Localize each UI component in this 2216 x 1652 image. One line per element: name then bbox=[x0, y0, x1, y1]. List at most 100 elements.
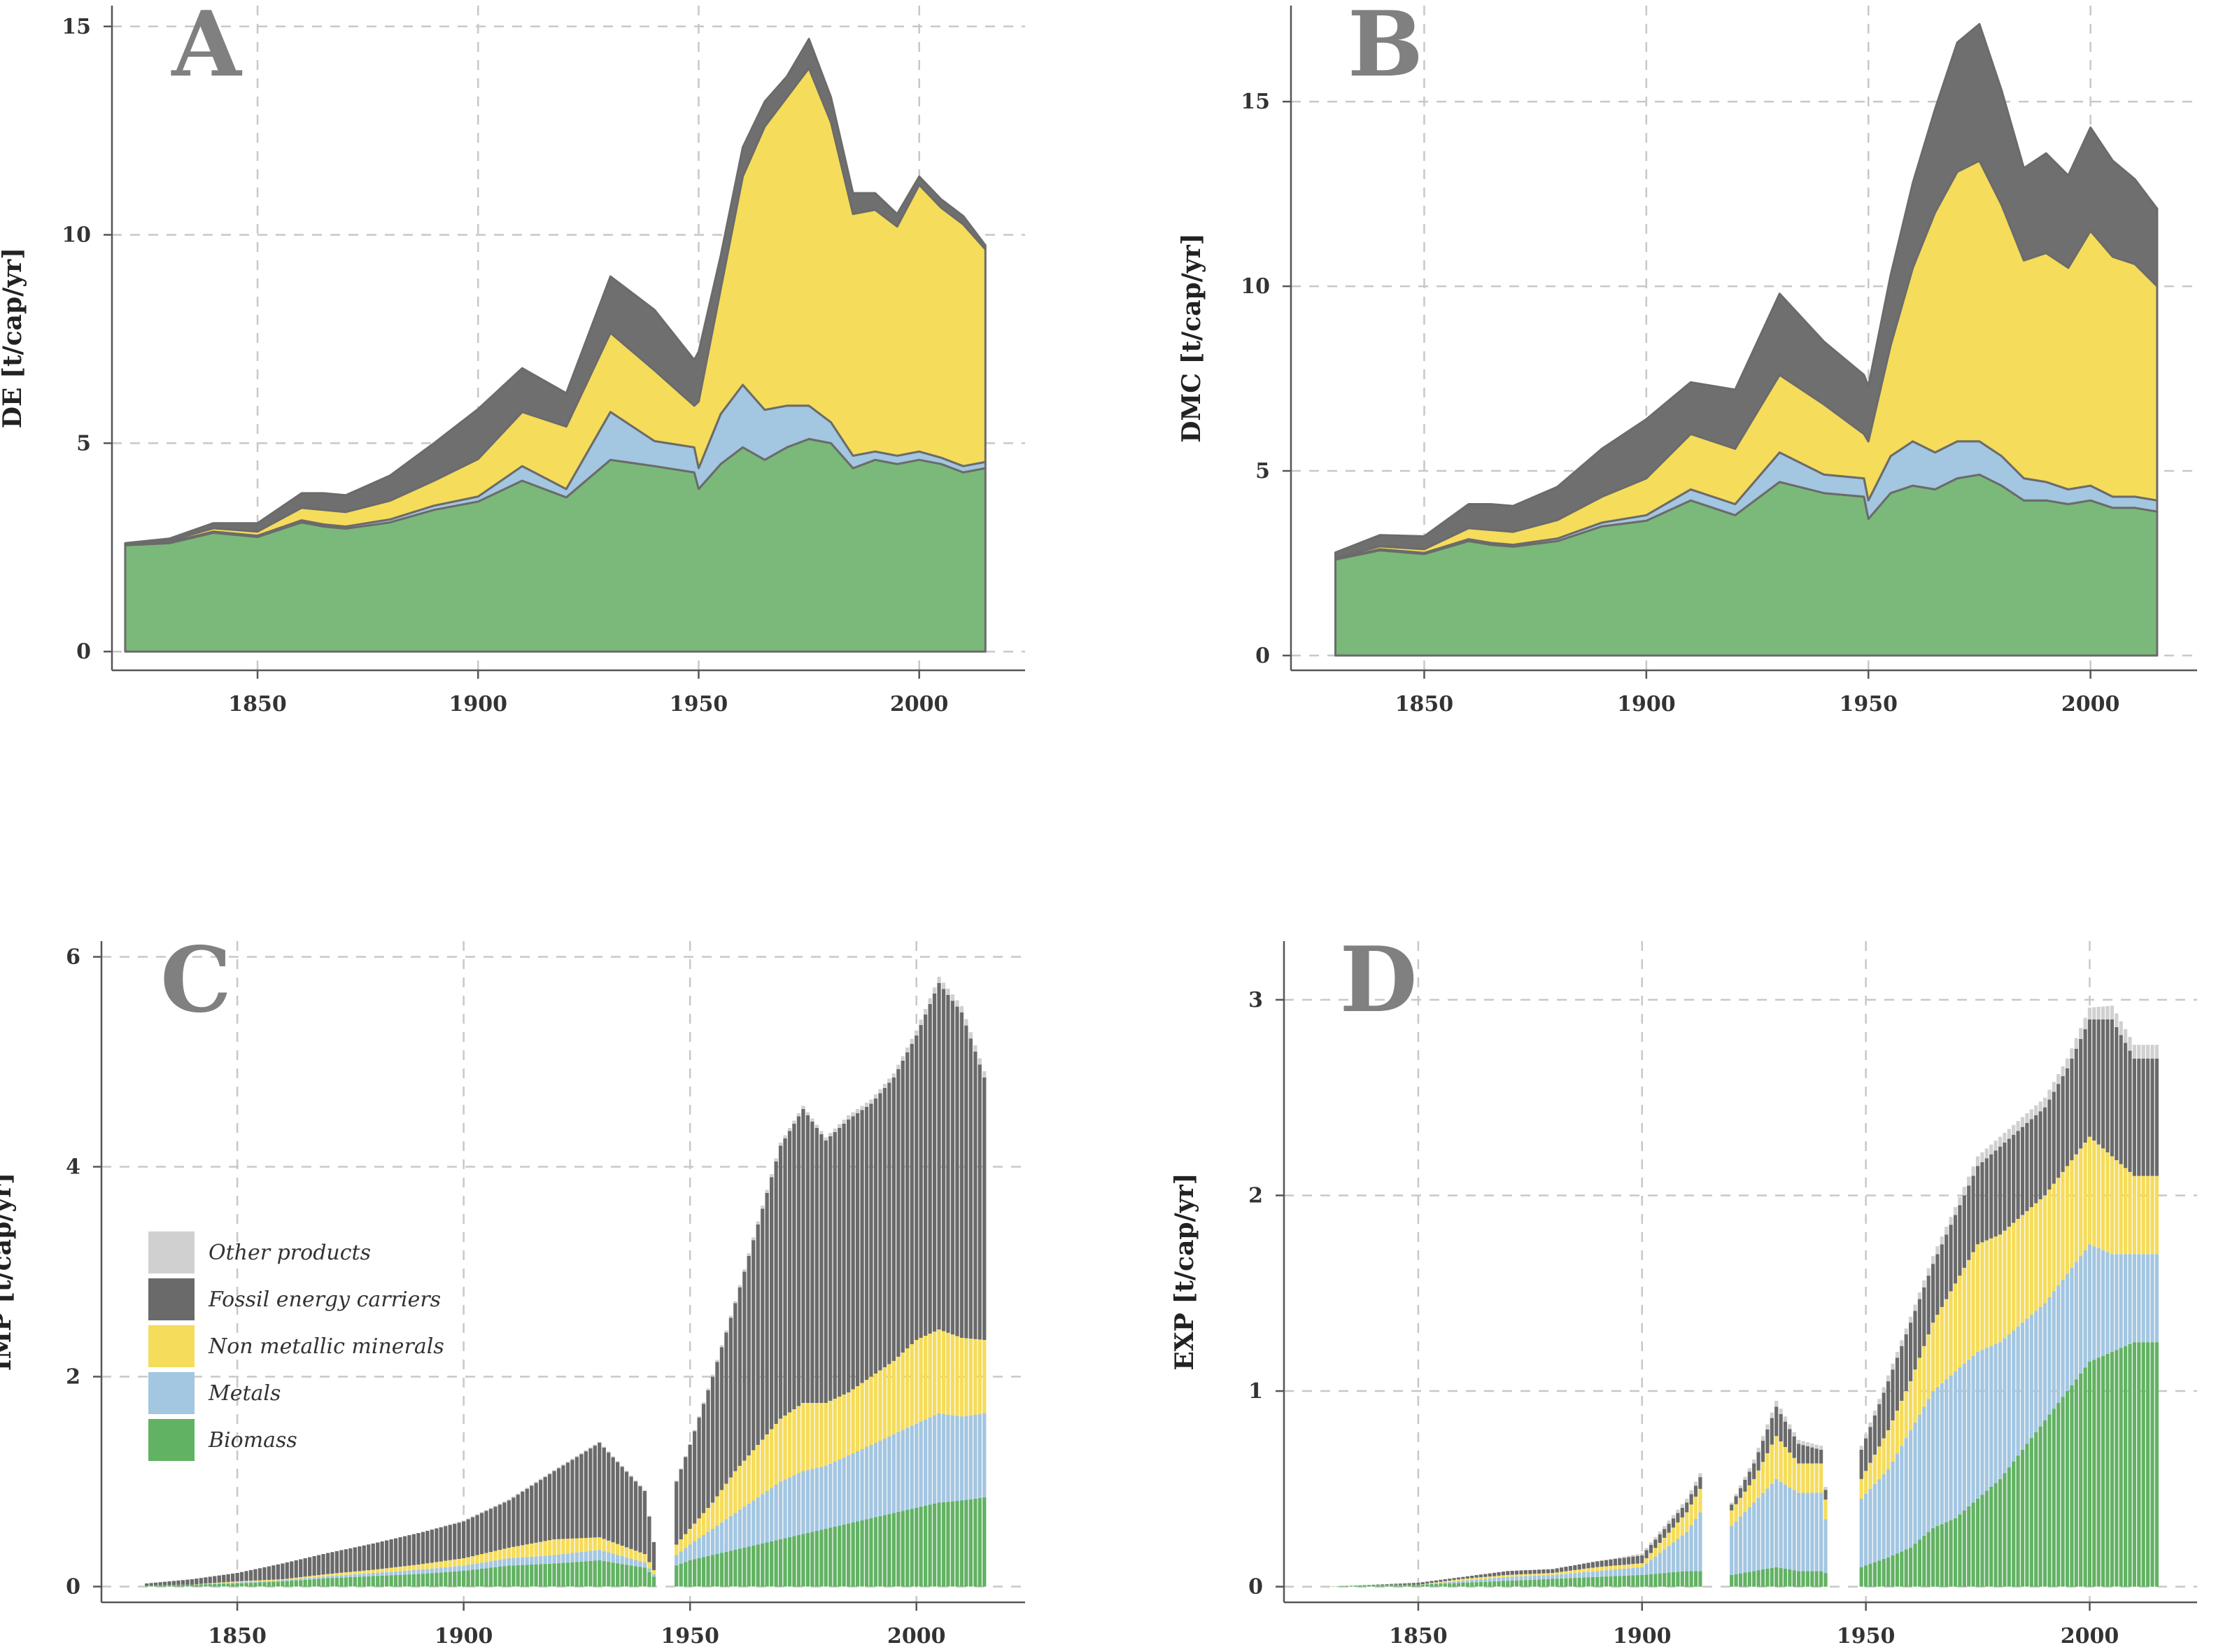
bar-segment-fossil-energy-carriers bbox=[756, 1224, 760, 1445]
bar-segment-other-products bbox=[2029, 1109, 2033, 1120]
bar-segment-biomass bbox=[1797, 1571, 1801, 1587]
bar-segment-biomass bbox=[1814, 1571, 1819, 1587]
bar-segment-fossil-energy-carriers bbox=[783, 1138, 787, 1416]
bar-segment-non-metallic-minerals bbox=[1765, 1453, 1770, 1489]
bar-segment-biomass bbox=[1609, 1576, 1613, 1587]
bar-year bbox=[910, 1038, 914, 1587]
bar-segment-fossil-energy-carriers bbox=[924, 1015, 928, 1336]
bar-segment-non-metallic-minerals bbox=[1478, 1577, 1483, 1579]
bar-segment-other-products bbox=[932, 987, 937, 994]
bar-segment-metals bbox=[290, 1579, 294, 1581]
bar-segment-biomass bbox=[1353, 1586, 1357, 1587]
bar-segment-non-metallic-minerals bbox=[497, 1550, 502, 1560]
bar-segment-biomass bbox=[783, 1538, 787, 1587]
bar-segment-non-metallic-minerals bbox=[1425, 1583, 1430, 1584]
bar-year bbox=[502, 1502, 507, 1587]
bar-segment-non-metallic-minerals bbox=[684, 1534, 688, 1548]
bar-year bbox=[497, 1504, 502, 1587]
bar-segment-biomass bbox=[2150, 1342, 2154, 1587]
bar-segment-non-metallic-minerals bbox=[389, 1567, 393, 1572]
bar-segment-metals bbox=[2052, 1291, 2056, 1409]
bar-segment-metals bbox=[1515, 1576, 1519, 1581]
bar-year bbox=[145, 1583, 149, 1587]
y-axis-label: DE [t/cap/yr] bbox=[0, 248, 27, 429]
bar-segment-other-products bbox=[565, 1461, 570, 1463]
bar-year bbox=[1743, 1476, 1747, 1587]
bar-segment-other-products bbox=[1640, 1553, 1644, 1555]
bar-segment-biomass bbox=[1430, 1584, 1434, 1587]
bar-segment-non-metallic-minerals bbox=[2119, 1164, 2123, 1255]
bar-year bbox=[1658, 1531, 1662, 1587]
bar-segment-biomass bbox=[770, 1541, 774, 1587]
bar-year bbox=[620, 1466, 624, 1587]
bar-segment-biomass bbox=[511, 1565, 516, 1587]
bar-segment-biomass bbox=[1779, 1567, 1783, 1587]
bar-segment-metals bbox=[642, 1562, 647, 1568]
bar-year bbox=[1685, 1498, 1689, 1587]
bar-segment-non-metallic-minerals bbox=[470, 1556, 475, 1565]
bar-segment-biomass bbox=[1640, 1574, 1644, 1587]
bar-segment-other-products bbox=[1676, 1509, 1680, 1513]
bar-segment-biomass bbox=[1394, 1584, 1398, 1587]
bar-year bbox=[946, 988, 950, 1587]
bar-segment-fossil-energy-carriers bbox=[882, 1088, 887, 1367]
bar-year bbox=[2087, 1008, 2091, 1587]
panel-letter: B bbox=[1348, 0, 1423, 97]
bar-year bbox=[185, 1579, 190, 1587]
bar-segment-other-products bbox=[1738, 1485, 1743, 1488]
bar-segment-non-metallic-minerals bbox=[2061, 1171, 2065, 1280]
bar-segment-fossil-energy-carriers bbox=[1747, 1471, 1751, 1485]
bar-segment-non-metallic-minerals bbox=[1519, 1574, 1523, 1576]
bar-segment-metals bbox=[2132, 1254, 2136, 1343]
bar-segment-other-products bbox=[484, 1510, 488, 1511]
bar-segment-other-products bbox=[2038, 1101, 2042, 1112]
bar-year bbox=[1331, 1586, 1335, 1587]
bar-segment-metals bbox=[620, 1556, 624, 1565]
bar-segment-metals bbox=[756, 1497, 760, 1545]
bar-segment-fossil-energy-carriers bbox=[824, 1141, 828, 1403]
bar-segment-metals bbox=[1564, 1574, 1568, 1579]
bar-segment-biomass bbox=[2087, 1362, 2091, 1587]
bar-segment-biomass bbox=[873, 1517, 878, 1587]
bar-segment-biomass bbox=[1693, 1571, 1698, 1587]
bar-segment-biomass bbox=[1765, 1568, 1770, 1587]
bar-segment-non-metallic-minerals bbox=[1609, 1566, 1613, 1570]
bar-segment-non-metallic-minerals bbox=[1967, 1259, 1971, 1360]
bar-segment-biomass bbox=[1590, 1576, 1595, 1587]
bar-year bbox=[411, 1534, 416, 1587]
bar-segment-fossil-energy-carriers bbox=[470, 1517, 475, 1556]
bar-segment-metals bbox=[629, 1558, 633, 1566]
bar-year bbox=[801, 1106, 805, 1587]
bar-segment-metals bbox=[937, 1413, 941, 1503]
bar-segment-biomass bbox=[1434, 1583, 1439, 1587]
bar-segment-biomass bbox=[742, 1548, 747, 1587]
bar-segment-fossil-energy-carriers bbox=[1760, 1441, 1765, 1462]
bar-segment-biomass bbox=[693, 1559, 697, 1587]
bar-segment-non-metallic-minerals bbox=[616, 1544, 620, 1555]
legend-label: Metals bbox=[208, 1381, 281, 1406]
bar-segment-fossil-energy-carriers bbox=[2128, 1050, 2132, 1172]
bar-segment-non-metallic-minerals bbox=[624, 1547, 629, 1558]
bar-year bbox=[964, 1019, 968, 1587]
bar-segment-non-metallic-minerals bbox=[1909, 1381, 1913, 1430]
bar-segment-non-metallic-minerals bbox=[2115, 1160, 2119, 1255]
bar-segment-fossil-energy-carriers bbox=[534, 1483, 538, 1543]
bar-segment-biomass bbox=[719, 1553, 724, 1587]
bar-segment-biomass bbox=[2025, 1443, 2029, 1587]
bar-segment-fossil-energy-carriers bbox=[353, 1547, 357, 1572]
bar-segment-other-products bbox=[475, 1514, 479, 1516]
bar-segment-biomass bbox=[1734, 1574, 1738, 1587]
bar-year bbox=[1774, 1401, 1779, 1587]
bar-segment-non-metallic-minerals bbox=[316, 1575, 321, 1577]
bar-segment-biomass bbox=[2003, 1473, 2007, 1587]
bar-segment-non-metallic-minerals bbox=[1452, 1580, 1456, 1582]
bar-segment-fossil-energy-carriers bbox=[1640, 1555, 1644, 1564]
bar-year bbox=[738, 1285, 742, 1587]
bar-segment-other-products bbox=[1609, 1558, 1613, 1560]
bar-year bbox=[574, 1455, 579, 1587]
bar-segment-non-metallic-minerals bbox=[525, 1544, 529, 1558]
bar-segment-metals bbox=[924, 1420, 928, 1506]
bar-segment-fossil-energy-carriers bbox=[1738, 1488, 1743, 1498]
bar-segment-fossil-energy-carriers bbox=[539, 1480, 543, 1542]
